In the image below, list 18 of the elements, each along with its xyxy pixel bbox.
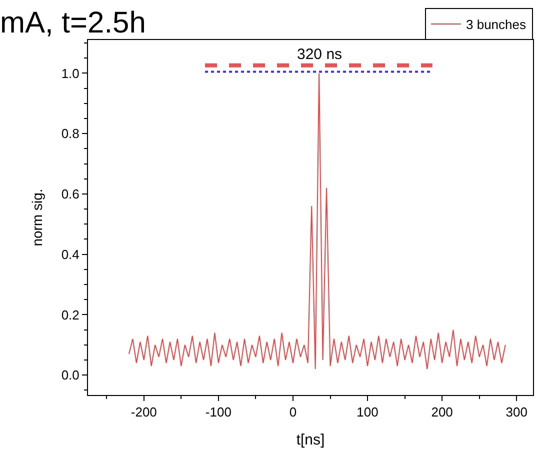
y-tick-label: 0.0	[61, 368, 80, 383]
x-tick-label: -100	[205, 404, 232, 420]
annotation: 320 ns	[297, 46, 342, 63]
chart-title: mA, t=2.5h	[0, 6, 146, 40]
y-tick-label: 1.0	[61, 66, 80, 81]
y-tick-label: 0.6	[61, 186, 80, 202]
legend-label: 3 bunches	[466, 17, 526, 32]
line-series	[128, 72, 506, 370]
y-axis-title: norm sig.	[28, 188, 45, 246]
y-tick-label: 0.2	[61, 307, 80, 322]
x-tick-label: 100	[356, 404, 378, 420]
y-tick-label: 0.8	[61, 126, 80, 142]
x-tick-label: -200	[130, 404, 157, 420]
x-tick-label: 0	[289, 404, 297, 420]
x-tick-label: 300	[506, 404, 528, 420]
y-tick-label: 0.4	[61, 246, 80, 262]
x-tick-label: 200	[431, 404, 453, 420]
x-axis-title: t[ns]	[296, 432, 325, 449]
